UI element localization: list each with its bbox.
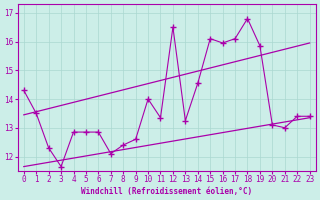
X-axis label: Windchill (Refroidissement éolien,°C): Windchill (Refroidissement éolien,°C) — [81, 187, 252, 196]
